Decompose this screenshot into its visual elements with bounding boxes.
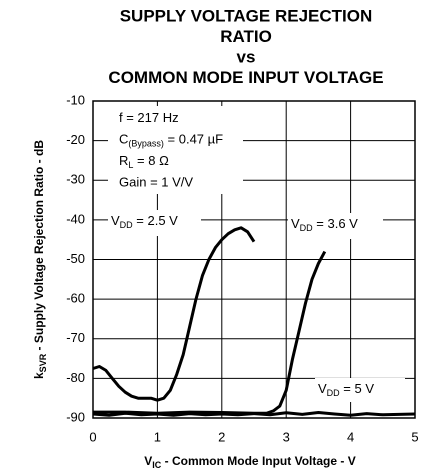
chart-title: RATIO bbox=[220, 27, 272, 46]
chart-title: vs bbox=[237, 47, 256, 66]
label-base: V bbox=[318, 381, 327, 396]
label-base: k bbox=[32, 372, 46, 379]
y-tick-label: -90 bbox=[66, 409, 85, 424]
label-base: Gain = 1 V/V bbox=[119, 175, 193, 190]
y-tick-label: -80 bbox=[66, 370, 85, 385]
y-tick-label: -40 bbox=[66, 211, 85, 226]
y-tick-label: -50 bbox=[66, 251, 85, 266]
label: Gain = 1 V/V bbox=[119, 175, 193, 190]
annotation-bg bbox=[108, 210, 201, 236]
label-base: C bbox=[119, 132, 128, 147]
label: VDD = 2.5 V bbox=[111, 213, 178, 230]
y-tick-label: -60 bbox=[66, 291, 85, 306]
label-base: V bbox=[291, 216, 300, 231]
x-tick-label: 5 bbox=[411, 429, 418, 444]
label-base: R bbox=[119, 153, 128, 168]
annotation-bg bbox=[108, 106, 243, 194]
y-tick-label: -10 bbox=[66, 92, 85, 107]
label-base: f = 217 Hz bbox=[119, 110, 179, 125]
label-rest: = 5 V bbox=[340, 381, 375, 396]
label-sub: SVR bbox=[38, 353, 48, 372]
annotation-bg bbox=[315, 378, 405, 402]
x-tick-label: 3 bbox=[283, 429, 290, 444]
y-tick-label: -30 bbox=[66, 172, 85, 187]
label-sub: L bbox=[128, 160, 133, 170]
label-rest: = 8 Ω bbox=[133, 153, 169, 168]
label: f = 217 Hz bbox=[119, 110, 179, 125]
line-series bbox=[92, 226, 256, 402]
label-sub: (Bypass) bbox=[128, 139, 164, 149]
x-tick-label: 2 bbox=[218, 429, 225, 444]
label-sub: DD bbox=[120, 220, 133, 230]
x-tick-label: 0 bbox=[89, 429, 96, 444]
plot-frame bbox=[92, 100, 416, 419]
annotation-bg bbox=[288, 213, 383, 239]
y-tick-label: -20 bbox=[66, 132, 85, 147]
label-base: V bbox=[144, 454, 152, 468]
x-tick-label: 1 bbox=[154, 429, 161, 444]
label: RL = 8 Ω bbox=[119, 153, 169, 170]
label: VIC - Common Mode Input Voltage - V bbox=[144, 454, 355, 470]
label-rest: = 2.5 V bbox=[133, 213, 178, 228]
label-sub: DD bbox=[300, 223, 313, 233]
x-tick-label: 4 bbox=[347, 429, 354, 444]
label-rest: = 3.6 V bbox=[313, 216, 358, 231]
label: VDD = 3.6 V bbox=[291, 216, 358, 233]
label-base: V bbox=[111, 213, 120, 228]
label-rest: = 0.47 µF bbox=[164, 132, 223, 147]
y-tick-label: -70 bbox=[66, 330, 85, 345]
line-series bbox=[92, 411, 416, 417]
label-rest: - Common Mode Input Voltage - V bbox=[161, 454, 355, 468]
label: VDD = 5 V bbox=[318, 381, 374, 398]
label-sub: DD bbox=[327, 388, 340, 398]
chart-title: COMMON MODE INPUT VOLTAGE bbox=[108, 68, 383, 87]
line-series bbox=[93, 250, 327, 415]
label: kSVR - Supply Voltage Rejection Ratio - … bbox=[32, 140, 48, 379]
label-sub: IC bbox=[152, 460, 162, 470]
label-rest: - Supply Voltage Rejection Ratio - dB bbox=[32, 140, 46, 354]
label: C(Bypass) = 0.47 µF bbox=[119, 132, 223, 149]
chart-title: SUPPLY VOLTAGE REJECTION bbox=[120, 6, 373, 25]
